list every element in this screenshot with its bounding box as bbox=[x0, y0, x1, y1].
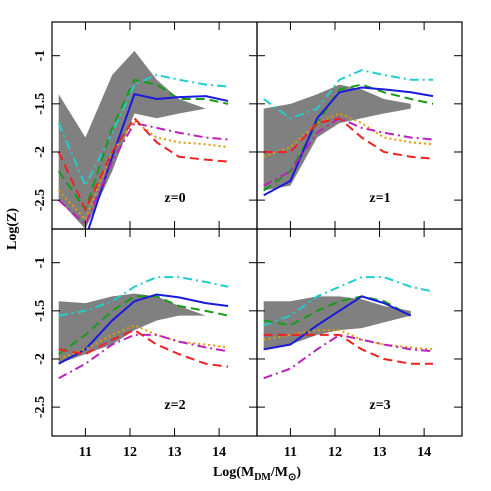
series-line bbox=[57, 116, 229, 213]
series-line bbox=[57, 78, 229, 212]
y-tick-label: -2 bbox=[33, 146, 48, 158]
y-tick-label: -1 bbox=[33, 50, 48, 62]
series-line bbox=[263, 117, 434, 187]
series-line bbox=[58, 295, 229, 355]
panel-frame bbox=[256, 228, 463, 437]
series-line bbox=[58, 333, 229, 380]
x-axis-label: Log(MDM/M⊙) bbox=[213, 465, 301, 483]
series-line bbox=[263, 295, 412, 351]
band bbox=[58, 50, 206, 229]
x-tick-label: 12 bbox=[123, 445, 137, 460]
y-tick-label: -2.5 bbox=[33, 396, 48, 418]
series-line bbox=[263, 117, 434, 160]
x-label-part: ) bbox=[296, 465, 301, 480]
x-tick-label: 12 bbox=[328, 445, 342, 460]
panel-plot bbox=[263, 276, 434, 380]
series-line bbox=[263, 276, 434, 327]
x-label-part: Log(M bbox=[213, 465, 254, 480]
x-tick-label: 14 bbox=[212, 445, 226, 460]
panel-plot bbox=[57, 50, 229, 229]
series-line bbox=[263, 112, 434, 158]
series-line bbox=[57, 119, 229, 222]
y-tick-label: -2.5 bbox=[33, 189, 48, 211]
panel-label: z=1 bbox=[369, 191, 390, 206]
series-line bbox=[58, 121, 229, 226]
x-tick-label: 11 bbox=[284, 445, 297, 460]
y-axis-label: Log(Z) bbox=[5, 208, 20, 250]
x-tick-label: 13 bbox=[168, 445, 182, 460]
panel-plot bbox=[58, 276, 229, 380]
series-line bbox=[87, 93, 229, 229]
x-tick-label: 11 bbox=[79, 445, 92, 460]
x-label-part: /M bbox=[270, 465, 288, 480]
series-line bbox=[58, 293, 229, 365]
y-tick-label: -2 bbox=[33, 353, 48, 365]
panel-label: z=0 bbox=[164, 191, 185, 206]
x-label-sub: DM bbox=[254, 472, 271, 483]
x-label-sub: ⊙ bbox=[288, 472, 296, 483]
series-line bbox=[58, 328, 229, 368]
panel-label: z=2 bbox=[164, 398, 185, 413]
series-line bbox=[58, 324, 229, 360]
y-tick-label: -1.5 bbox=[33, 93, 48, 115]
series-line bbox=[263, 86, 434, 197]
series-line bbox=[57, 73, 229, 189]
x-tick-label: 14 bbox=[417, 445, 431, 460]
x-tick-label: 13 bbox=[373, 445, 387, 460]
series-line bbox=[263, 333, 434, 365]
panel-label: z=3 bbox=[369, 398, 390, 413]
band bbox=[263, 84, 411, 191]
series-line bbox=[263, 333, 434, 380]
band bbox=[58, 293, 206, 364]
series-line bbox=[263, 69, 434, 120]
y-tick-label: -1.5 bbox=[33, 300, 48, 322]
y-tick-label: -1 bbox=[33, 257, 48, 269]
panel-plot bbox=[263, 69, 434, 197]
series-line bbox=[263, 295, 412, 327]
